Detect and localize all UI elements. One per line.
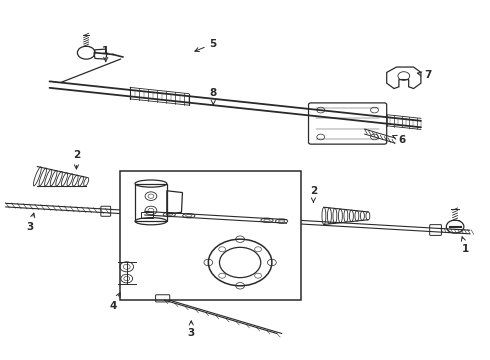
- Text: 8: 8: [210, 88, 217, 104]
- Text: 3: 3: [188, 321, 195, 338]
- Bar: [142, 212, 153, 218]
- Text: 6: 6: [392, 135, 406, 145]
- Text: 5: 5: [195, 39, 217, 51]
- Text: 1: 1: [462, 237, 469, 254]
- Text: 7: 7: [417, 70, 432, 80]
- Text: 3: 3: [26, 213, 35, 231]
- Text: 1: 1: [102, 46, 109, 62]
- Bar: [121, 171, 301, 300]
- Text: 4: 4: [109, 293, 120, 311]
- Bar: [135, 184, 167, 221]
- Text: 2: 2: [310, 186, 317, 202]
- Text: 2: 2: [73, 150, 80, 169]
